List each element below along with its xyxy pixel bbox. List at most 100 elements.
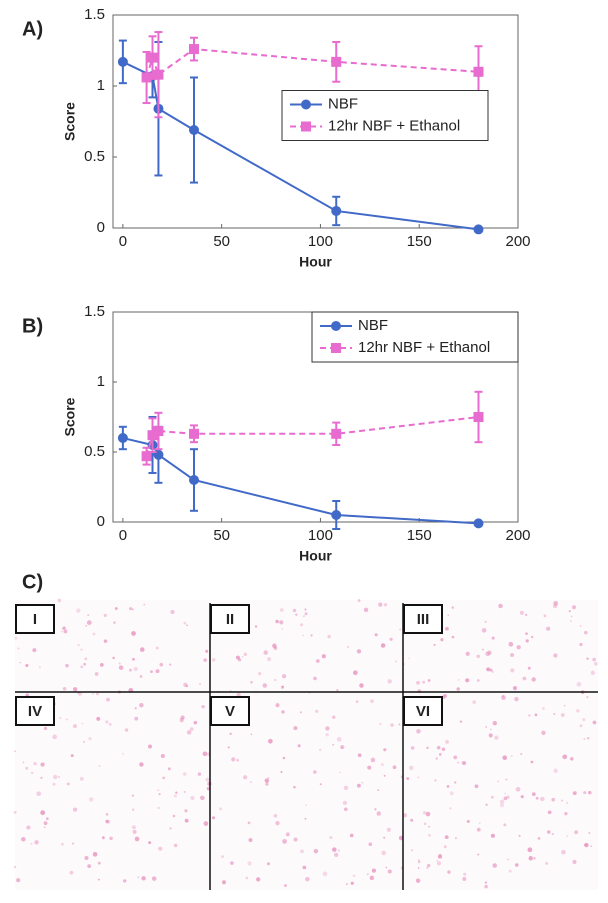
stain-dot: [227, 746, 230, 749]
stain-dot: [304, 608, 307, 611]
panel-name: IV: [28, 703, 42, 720]
stain-dot: [134, 707, 137, 710]
marker: [473, 224, 484, 235]
stain-dot: [183, 682, 188, 687]
stain-dot: [299, 623, 304, 627]
legend-marker: [301, 121, 311, 132]
stain-dot: [380, 763, 384, 767]
stain-dot: [203, 821, 209, 826]
stain-dot: [417, 776, 420, 779]
stain-dot: [592, 657, 596, 662]
stain-dot: [327, 634, 331, 639]
stain-dot: [370, 699, 374, 704]
stain-dot: [490, 795, 494, 799]
panel-box: [210, 604, 250, 634]
panel-box: [403, 604, 443, 634]
marker: [189, 475, 199, 485]
stain-dot: [103, 613, 107, 617]
marker: [141, 451, 152, 462]
stain-dot: [61, 842, 64, 846]
stain-dot: [520, 795, 524, 799]
stain-dot: [203, 658, 207, 662]
series-line: [145, 416, 479, 457]
stain-dot: [579, 642, 583, 647]
stain-dot: [417, 860, 421, 864]
stain-dot: [491, 671, 494, 673]
stain-dot: [40, 762, 45, 767]
stain-dot: [236, 758, 240, 762]
stain-dot: [451, 606, 455, 609]
stain-dot: [371, 868, 377, 873]
stain-dot: [245, 876, 249, 880]
stain-dot: [352, 670, 358, 676]
stain-dot: [512, 686, 518, 691]
stain-dot: [71, 842, 75, 845]
stain-dot: [21, 837, 26, 842]
stain-dot: [57, 598, 62, 603]
stain-dot: [588, 832, 591, 835]
stain-dot: [76, 608, 81, 613]
stain-dot: [572, 605, 577, 610]
stain-dot: [139, 675, 143, 678]
stain-dot: [349, 833, 354, 838]
stain-dot: [586, 736, 590, 740]
stain-dot: [190, 795, 195, 800]
stain-dot: [527, 666, 531, 670]
y-axis-title: Score: [62, 102, 78, 141]
stain-dot: [434, 779, 437, 782]
stain-dot: [300, 849, 304, 854]
x-tick-label: 200: [505, 233, 530, 250]
stain-dot: [510, 653, 515, 657]
stain-dot: [576, 681, 582, 687]
x-tick-label: 100: [308, 527, 333, 544]
micrograph: [15, 600, 598, 890]
stain-dot: [280, 685, 285, 689]
stain-dot: [576, 709, 580, 713]
legend-marker: [331, 343, 341, 353]
stain-dot: [381, 850, 386, 856]
legend-label: NBF: [358, 317, 388, 334]
stain-dot: [498, 603, 503, 609]
stain-dot: [528, 714, 531, 717]
stain-dot: [83, 662, 87, 666]
stain-dot: [476, 654, 480, 659]
stain-dot: [189, 727, 194, 732]
stain-dot: [527, 847, 533, 853]
stain-dot: [281, 710, 285, 714]
stain-dot: [122, 752, 124, 755]
stain-dot: [273, 813, 278, 818]
stain-dot: [250, 680, 253, 684]
stain-dot: [295, 613, 298, 616]
stain-dot: [399, 628, 402, 631]
stain-dot: [80, 648, 83, 651]
y-tick-label: 0.5: [84, 148, 105, 165]
stain-dot: [436, 861, 442, 866]
stain-dot: [105, 720, 109, 724]
stain-dot: [13, 810, 17, 814]
stain-dot: [77, 643, 80, 647]
stain-dot: [250, 733, 253, 736]
stain-dot: [427, 864, 431, 868]
panel-name: III: [417, 611, 430, 628]
stain-dot: [593, 661, 598, 666]
marker: [153, 426, 164, 436]
stain-dot: [36, 791, 42, 797]
series-line: [122, 437, 479, 525]
stain-dot: [80, 665, 84, 669]
stain-dot: [546, 626, 551, 631]
stain-dot: [476, 827, 481, 832]
stain-dot: [172, 814, 176, 818]
stain-dot: [62, 686, 67, 691]
stain-dot: [173, 843, 178, 848]
stain-dot: [342, 800, 348, 805]
y-tick-label: 0.5: [84, 443, 105, 460]
stain-dot: [525, 639, 529, 643]
stain-dot: [332, 743, 335, 746]
stain-dot: [492, 863, 497, 868]
stain-dot: [350, 881, 354, 885]
stain-dot: [265, 782, 269, 786]
stain-dot: [14, 636, 18, 640]
stain-dot: [546, 830, 551, 834]
stain-dot: [383, 774, 386, 777]
stain-dot: [325, 732, 329, 737]
